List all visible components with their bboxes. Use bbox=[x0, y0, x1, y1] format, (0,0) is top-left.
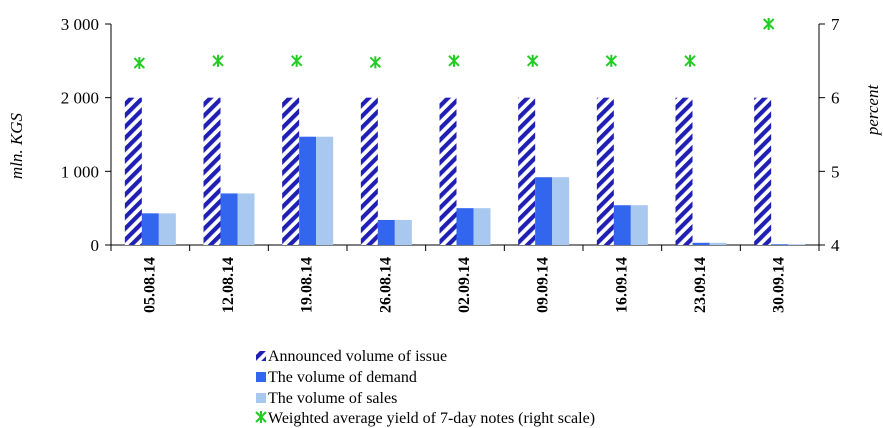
bar-demand bbox=[456, 208, 474, 245]
y2-axis-label: percent bbox=[863, 84, 882, 137]
yield-marker bbox=[133, 57, 146, 70]
bar-demand bbox=[299, 136, 317, 245]
y-tick-label: 0 bbox=[91, 236, 100, 255]
yield-marker bbox=[526, 54, 539, 67]
legend-swatch-demand bbox=[256, 372, 266, 382]
bar-sales bbox=[709, 242, 727, 245]
y-axis-label: mln. KGS bbox=[7, 112, 26, 179]
x-tick-label: 19.08.14 bbox=[299, 257, 316, 313]
legend-marker-yield bbox=[255, 411, 267, 423]
bar-sales bbox=[158, 213, 176, 245]
bar-announced bbox=[124, 97, 142, 246]
bar-sales bbox=[552, 177, 570, 245]
y2-tick-label: 4 bbox=[831, 236, 840, 255]
bar-demand bbox=[377, 219, 395, 245]
legend-label-sales: The volume of sales bbox=[268, 390, 397, 407]
legend-item-announced: Announced volume of issue bbox=[256, 348, 447, 365]
bar-announced bbox=[675, 97, 693, 246]
legend-label-demand: The volume of demand bbox=[268, 369, 417, 386]
y-tick-label: 2 000 bbox=[61, 89, 99, 108]
x-tick-label: 23.09.14 bbox=[692, 257, 709, 313]
bar-demand bbox=[692, 242, 710, 245]
legend-label-yield: Weighted average yield of 7-day notes (r… bbox=[268, 410, 595, 427]
bar-demand bbox=[220, 193, 238, 245]
legend-item-sales: The volume of sales bbox=[256, 390, 397, 407]
bar-sales bbox=[316, 136, 334, 245]
x-tick-label: 02.09.14 bbox=[456, 257, 473, 313]
yield-marker bbox=[369, 56, 382, 69]
bar-announced bbox=[518, 97, 536, 246]
yield-marker bbox=[290, 54, 303, 67]
x-tick-label: 30.09.14 bbox=[771, 257, 788, 313]
bar-demand bbox=[613, 205, 631, 245]
bar-announced bbox=[203, 97, 221, 246]
bar-sales bbox=[394, 219, 412, 245]
plot-area: 0 1 000 2 000 3 000 4 5 6 7 05.08.14 12.08.14 19.0… bbox=[61, 15, 840, 313]
bar-demand bbox=[535, 177, 553, 245]
yield-marker bbox=[448, 54, 460, 67]
y2-tick-label: 6 bbox=[831, 89, 840, 108]
x-tick-label: 12.08.14 bbox=[220, 257, 237, 313]
legend-item-demand: The volume of demand bbox=[256, 369, 417, 386]
bar-announced bbox=[282, 97, 300, 246]
legend-swatch-sales bbox=[256, 393, 266, 403]
bar-announced bbox=[754, 97, 772, 246]
bar-announced bbox=[439, 97, 457, 246]
legend-item-yield: Weighted average yield of 7-day notes (r… bbox=[255, 410, 595, 427]
y-tick-label: 1 000 bbox=[61, 162, 99, 181]
bar-demand bbox=[141, 213, 159, 245]
bar-announced bbox=[596, 97, 614, 246]
bar-sales bbox=[473, 208, 491, 245]
x-tick-label: 05.08.14 bbox=[141, 257, 158, 313]
yield-marker bbox=[212, 54, 224, 67]
bar-announced bbox=[360, 97, 378, 246]
yield-marker bbox=[684, 54, 696, 67]
y2-tick-label: 5 bbox=[831, 162, 840, 181]
bar-sales bbox=[630, 205, 648, 245]
x-tick-label: 16.09.14 bbox=[613, 257, 630, 313]
y-tick-label: 3 000 bbox=[61, 15, 99, 34]
legend-label-announced: Announced volume of issue bbox=[268, 348, 447, 365]
legend-swatch-announced bbox=[256, 351, 266, 361]
yield-marker bbox=[605, 54, 618, 67]
x-tick-label: 26.08.14 bbox=[377, 257, 394, 313]
x-tick-label: 09.09.14 bbox=[535, 257, 552, 313]
y2-tick-label: 7 bbox=[831, 15, 840, 34]
bar-sales bbox=[788, 244, 806, 245]
bar-sales bbox=[237, 193, 255, 245]
bar-demand bbox=[771, 244, 789, 245]
yield-marker bbox=[762, 18, 775, 30]
legend: Announced volume of issue The volume of … bbox=[255, 348, 595, 427]
